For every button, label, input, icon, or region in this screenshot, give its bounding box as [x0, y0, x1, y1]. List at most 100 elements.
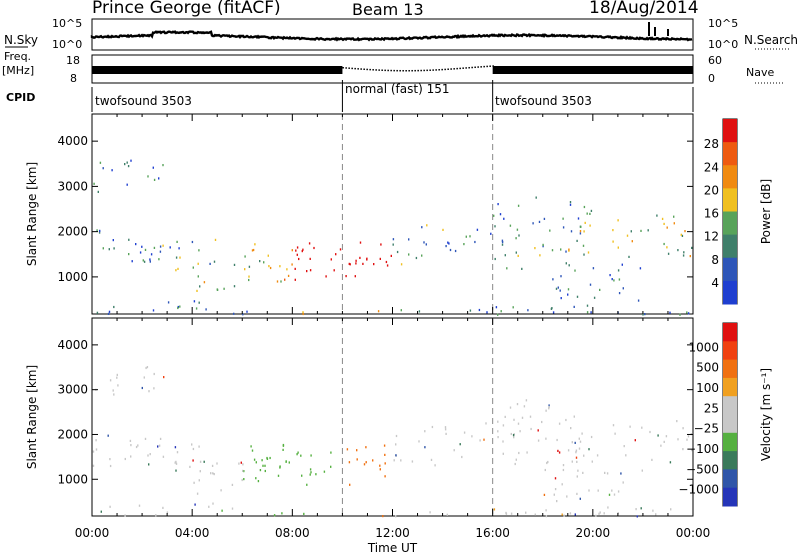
freq-point [426, 70, 428, 72]
range-cell [562, 218, 563, 220]
range-cell [238, 463, 239, 465]
range-cell [393, 244, 394, 246]
range-cell [285, 461, 286, 463]
range-cell [110, 379, 111, 381]
range-cell [497, 421, 498, 423]
range-cell [302, 250, 303, 252]
range-cell [303, 313, 304, 315]
range-cell [380, 468, 381, 470]
range-cell [350, 263, 351, 265]
y-axis-label: Slant Range [km] [25, 162, 39, 266]
range-cell [246, 311, 247, 313]
range-cell [612, 229, 613, 231]
range-cell [416, 257, 417, 259]
range-cell [518, 205, 519, 207]
range-cell [189, 466, 190, 468]
range-cell [95, 439, 96, 441]
range-cell [108, 313, 109, 315]
range-cell [113, 247, 114, 249]
station-title: Prince George (fitACF) [92, 0, 281, 18]
range-cell [641, 427, 642, 429]
range-cell [103, 247, 104, 249]
range-cell [372, 459, 373, 461]
range-cell [581, 433, 582, 435]
range-cell [109, 458, 110, 460]
range-cell [574, 416, 575, 418]
range-cell [295, 250, 296, 252]
range-cell [614, 433, 615, 435]
freq-point [447, 68, 449, 70]
range-cell [244, 268, 245, 270]
freq-point [483, 66, 485, 68]
range-cell [347, 448, 348, 450]
range-cell [604, 472, 605, 474]
range-cell [572, 461, 573, 463]
range-cell [385, 462, 386, 464]
range-cell [155, 514, 156, 516]
range-cell [618, 490, 619, 492]
freq-point [348, 67, 350, 69]
freq-point [486, 66, 488, 68]
range-cell [301, 475, 302, 477]
range-cell [518, 423, 519, 425]
range-cell [562, 483, 563, 485]
range-cell [579, 438, 580, 440]
range-cell [663, 243, 664, 245]
range-cell [502, 241, 503, 243]
range-cell [590, 311, 591, 313]
range-cell [315, 473, 316, 475]
range-cell [397, 251, 398, 253]
range-cell [154, 373, 155, 375]
y-tick-label: 1000 [57, 472, 88, 486]
colorbar-label: Velocity [m s⁻¹] [759, 368, 773, 461]
range-cell [357, 458, 358, 460]
range-cell [300, 455, 301, 457]
colorbar-swatch [723, 433, 737, 452]
range-cell [365, 446, 366, 448]
range-cell [587, 305, 588, 307]
range-cell [158, 258, 159, 260]
range-cell [200, 461, 201, 463]
range-cell [366, 461, 367, 463]
range-cell [582, 472, 583, 474]
range-cell [455, 250, 456, 252]
range-cell [463, 243, 464, 245]
n-sky-label: N.Sky [4, 33, 38, 47]
range-cell [686, 311, 687, 313]
range-cell [538, 429, 539, 431]
range-cell [135, 243, 136, 245]
range-cell [511, 513, 512, 515]
range-cell [563, 464, 564, 466]
range-cell [191, 443, 192, 445]
range-cell [580, 230, 581, 232]
range-cell [194, 300, 195, 302]
range-cell [568, 288, 569, 290]
range-cell [622, 264, 623, 266]
range-cell [539, 221, 540, 223]
range-cell [536, 197, 537, 199]
range-cell [310, 454, 311, 456]
range-cell [556, 439, 557, 441]
range-cell [145, 249, 146, 251]
colorbar-swatch [723, 235, 737, 259]
freq-band [493, 66, 693, 74]
range-cell [97, 312, 98, 314]
range-cell [558, 287, 559, 289]
range-cell [426, 224, 427, 226]
range-cell [128, 253, 129, 255]
range-cell [460, 443, 461, 445]
colorbar-swatch [723, 212, 737, 236]
range-cell [283, 444, 284, 446]
range-cell [163, 376, 164, 378]
range-cell [148, 390, 149, 392]
range-cell [292, 249, 293, 251]
range-cell [421, 255, 422, 257]
range-cell [495, 258, 496, 260]
colorbar-tick-label: 12 [704, 230, 719, 244]
range-cell [627, 235, 628, 237]
range-cell [513, 436, 514, 438]
range-cell [153, 167, 154, 169]
range-cell [555, 488, 556, 490]
colorbar-swatch [723, 281, 737, 305]
colorbar-swatch [723, 142, 737, 166]
